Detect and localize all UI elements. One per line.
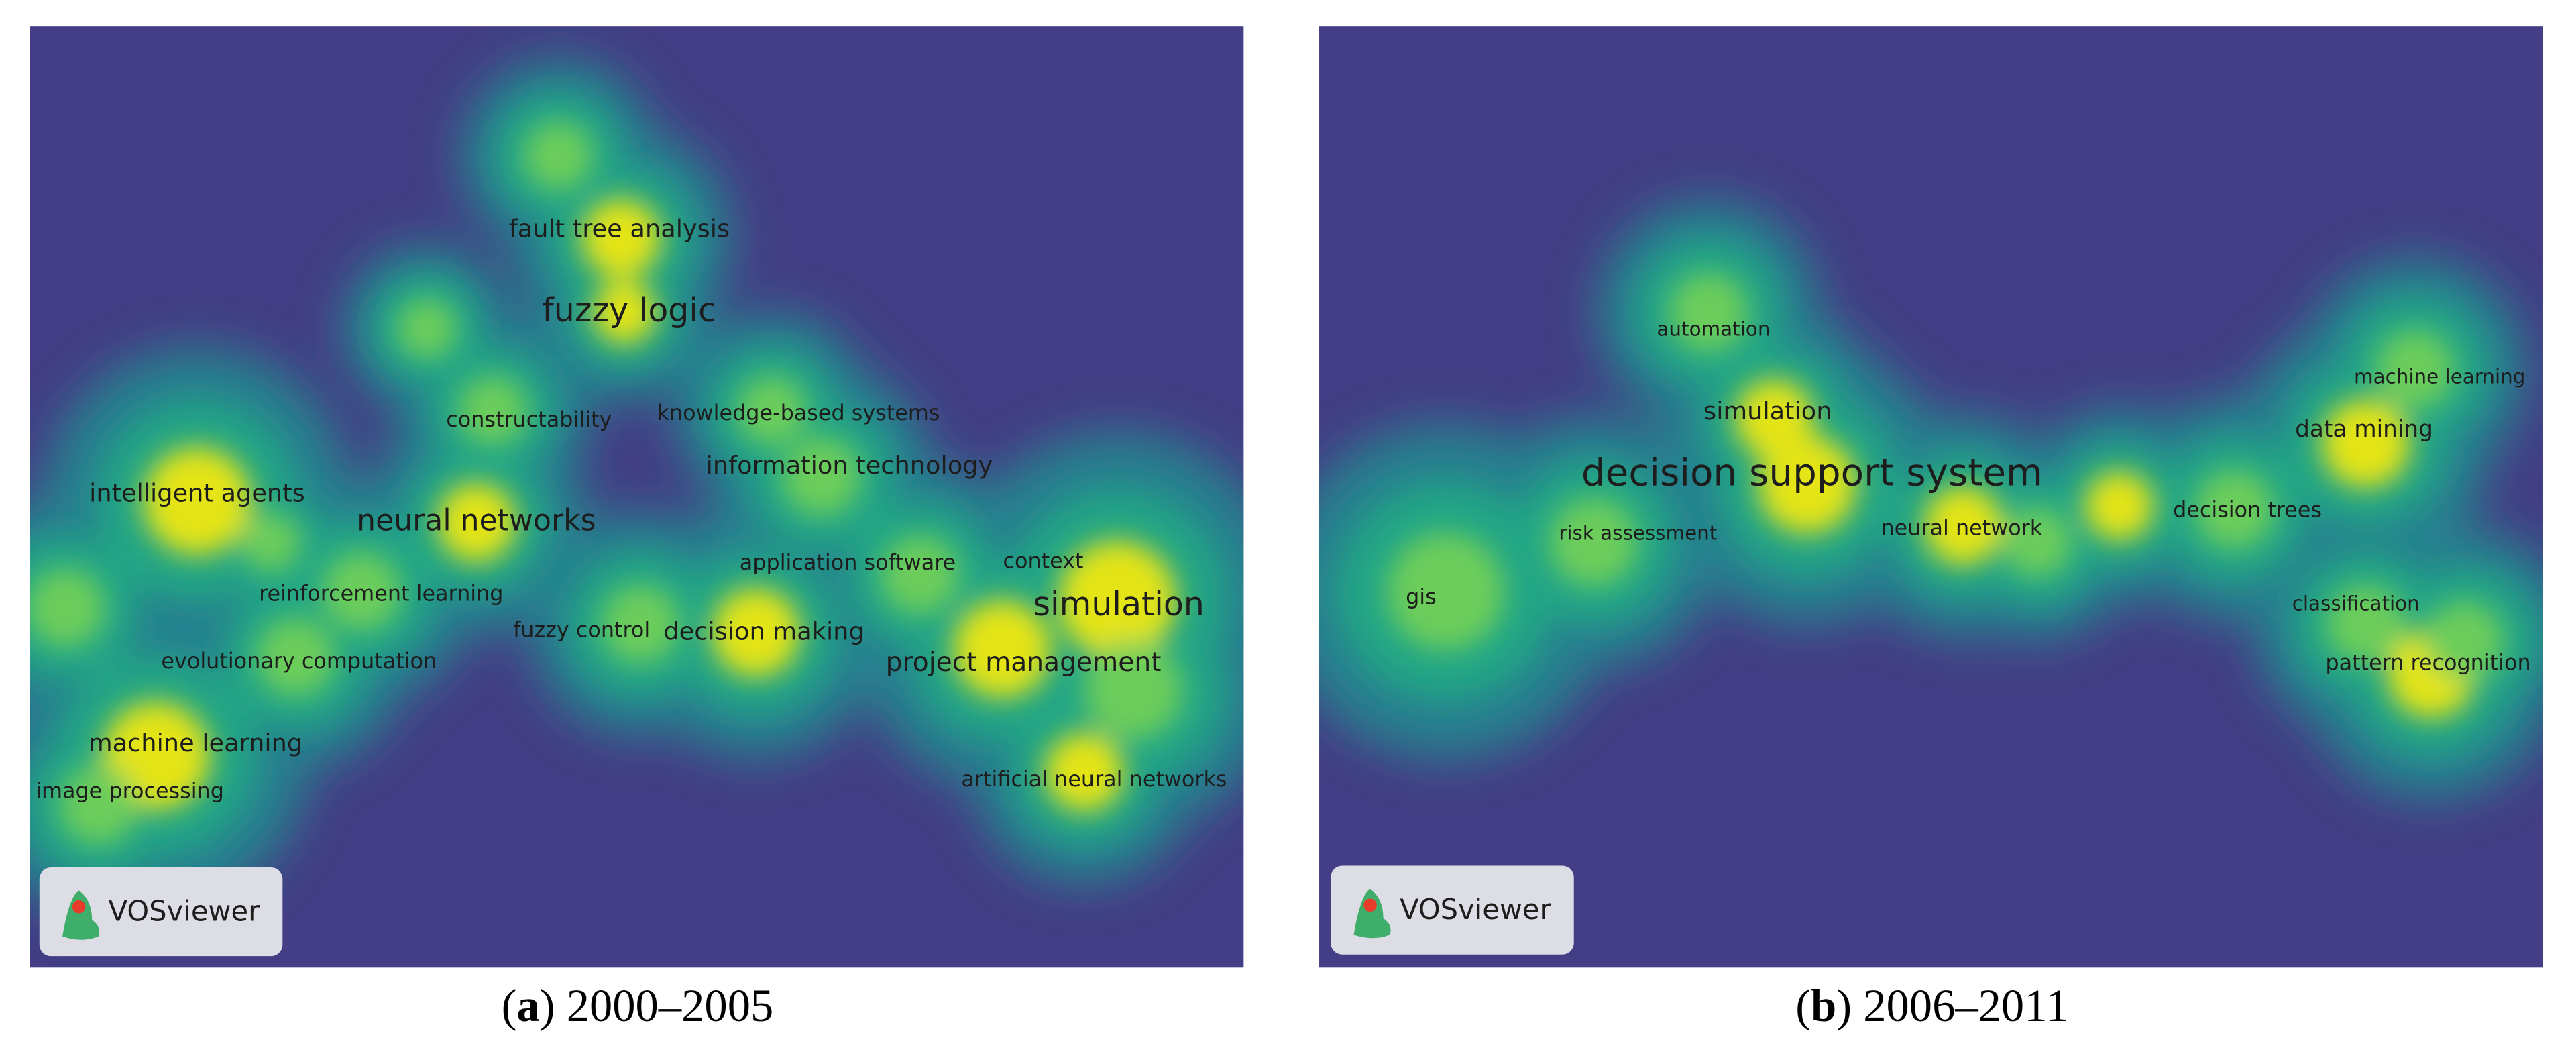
- term-label: risk assessment: [1559, 521, 1717, 544]
- badge-logo: [1363, 898, 1377, 912]
- caption-letter: b: [1811, 980, 1836, 1031]
- density-blob: [581, 199, 661, 278]
- density-blob: [2424, 601, 2504, 680]
- caption: (a) 2000–2005: [502, 980, 774, 1031]
- density-blob: [1044, 733, 1124, 812]
- term-label: neural network: [1881, 515, 2042, 541]
- term-label: fuzzy logic: [542, 291, 716, 329]
- badge-text: VOSviewer: [109, 895, 260, 928]
- density-blob: [2084, 471, 2154, 541]
- caption-paren: (: [502, 980, 517, 1031]
- density-core: [30, 121, 1183, 845]
- term-label: intelligent agents: [89, 479, 305, 508]
- density-blob: [601, 584, 681, 664]
- density-blob: [437, 482, 516, 562]
- density-blob: [952, 599, 1052, 698]
- caption-letter: a: [516, 980, 539, 1031]
- density-blob: [2321, 399, 2410, 488]
- caption-paren: (: [1795, 980, 1811, 1031]
- density-core: [1386, 272, 2504, 719]
- term-label: machine learning: [89, 729, 302, 757]
- badge-background: [39, 867, 283, 957]
- term-label: project management: [886, 647, 1162, 678]
- term-label: context: [1003, 547, 1084, 573]
- density-blob: [524, 121, 594, 191]
- density-blob: [458, 376, 528, 445]
- term-label: simulation: [1033, 585, 1205, 623]
- badge-text: VOSviewer: [1400, 893, 1551, 926]
- density-blob: [1758, 435, 1857, 534]
- density-map: [30, 58, 1244, 917]
- badge-logo: [72, 900, 86, 914]
- density-blob: [592, 280, 656, 344]
- badge-logo: [62, 890, 100, 940]
- density-map: [1319, 200, 2544, 800]
- density-blob: [143, 447, 251, 556]
- density-blob: [2375, 330, 2455, 409]
- term-label: fault tree analysis: [509, 214, 730, 243]
- density-blob: [782, 437, 861, 516]
- term-label: evolutionary computation: [161, 648, 437, 674]
- density-blob: [1734, 379, 1814, 459]
- caption: (b) 2006–2011: [1795, 980, 2068, 1031]
- term-label: reinforcement learning: [259, 580, 503, 606]
- term-label: knowledge-based systems: [657, 400, 940, 425]
- density-blob: [1923, 486, 2003, 566]
- term-label: neural networks: [357, 504, 596, 538]
- term-label: image processing: [36, 778, 224, 803]
- term-label: classification: [2292, 592, 2420, 615]
- term-label: decision making: [663, 617, 864, 645]
- density-blob: [711, 588, 800, 677]
- density-blob: [1669, 272, 1748, 352]
- term-label: simulation: [1703, 396, 1832, 425]
- term-label: application software: [740, 549, 956, 575]
- density-blob: [2003, 507, 2072, 577]
- term-label: constructability: [446, 407, 612, 432]
- term-label: pattern recognition: [2325, 649, 2530, 675]
- term-label: machine learning: [2354, 366, 2525, 388]
- density-blob: [397, 299, 457, 358]
- density-blob: [2194, 470, 2274, 549]
- density-blob: [59, 765, 138, 845]
- term-label: data mining: [2295, 416, 2433, 443]
- density-blob: [2326, 584, 2406, 664]
- density-blob: [880, 535, 960, 615]
- caption-text: ) 2006–2011: [1836, 980, 2068, 1031]
- density-blob: [256, 617, 335, 697]
- density-blob: [322, 551, 401, 631]
- term-label: gis: [1406, 584, 1437, 609]
- caption-text: ) 2000–2005: [540, 980, 774, 1031]
- term-label: decision trees: [2173, 497, 2322, 523]
- badge-logo: [1353, 888, 1391, 939]
- density-blob: [737, 376, 807, 445]
- badge-background: [1331, 865, 1574, 955]
- term-label: information technology: [706, 451, 993, 480]
- term-label: decision support system: [1581, 451, 2043, 494]
- density-blob: [30, 568, 105, 647]
- density-blob: [241, 513, 301, 572]
- term-label: automation: [1657, 318, 1770, 341]
- density-blob: [1386, 532, 1505, 651]
- density-blob: [1058, 540, 1176, 659]
- density-blob: [1549, 497, 1638, 587]
- term-label: artificial neural networks: [961, 766, 1227, 792]
- term-label: fuzzy control: [513, 617, 650, 642]
- density-blob: [1084, 641, 1183, 739]
